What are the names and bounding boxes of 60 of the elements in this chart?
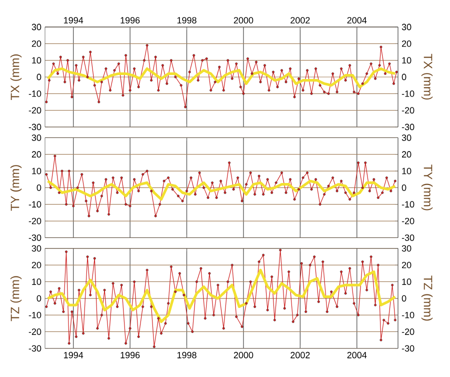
x-tick-label: 1998	[177, 352, 196, 358]
y2-tick-label: -30	[402, 234, 414, 241]
y-tick-label: 0	[36, 74, 42, 80]
y2-axis-title: TX (mm)	[421, 54, 433, 100]
x-tick-label: 1994	[64, 352, 84, 358]
y-tick-label: -10	[28, 90, 42, 97]
y2-tick-label: -20	[402, 328, 414, 335]
y-tick-label: 30	[32, 245, 42, 252]
x2-tick-label: 1994	[64, 17, 84, 24]
y2-tick-label: 10	[402, 278, 412, 285]
y2-tick-label: 30	[402, 24, 412, 30]
x-tick-label: 2004	[347, 352, 367, 358]
y2-tick-label: 10	[402, 168, 412, 174]
y-tick-label: -30	[28, 345, 42, 352]
x2-tick-label: 2002	[290, 17, 310, 24]
x2-tick-label: 1996	[120, 17, 140, 24]
y-tick-label: -30	[28, 124, 42, 130]
x2-tick-label: 1998	[177, 17, 196, 24]
y-tick-label: -20	[28, 107, 42, 114]
y-tick-label: 10	[32, 168, 42, 174]
y-tick-label: -20	[28, 218, 42, 224]
y2-tick-label: 0	[402, 295, 406, 302]
y2-tick-label: 20	[402, 40, 412, 47]
y-tick-label: 20	[32, 40, 42, 47]
x2-tick-label: 2004	[347, 17, 367, 24]
y-tick-label: 20	[32, 262, 42, 268]
y-tick-label: 0	[36, 295, 42, 302]
y2-tick-label: -20	[402, 107, 414, 114]
y-tick-label: -30	[28, 234, 42, 241]
y2-tick-label: 0	[402, 74, 406, 80]
y2-tick-label: -10	[402, 90, 414, 97]
x2-tick-label: 2000	[234, 17, 254, 24]
y-tick-label: 0	[36, 184, 42, 191]
y2-tick-label: -30	[402, 124, 414, 130]
y-axis-title: TY (mm)	[10, 165, 22, 211]
y2-tick-label: -10	[402, 312, 414, 318]
y-tick-label: 10	[32, 57, 42, 64]
y-tick-label: 20	[32, 151, 42, 158]
y2-tick-label: -30	[402, 345, 414, 352]
y2-tick-label: 20	[402, 262, 412, 268]
y-axis-title: TX (mm)	[10, 54, 22, 100]
y2-tick-label: 30	[402, 134, 412, 141]
y-tick-label: 30	[32, 24, 42, 30]
y-tick-label: -20	[28, 328, 42, 335]
y2-tick-label: -10	[402, 201, 414, 208]
y-tick-label: 10	[32, 278, 42, 285]
y2-tick-label: 30	[402, 245, 412, 252]
x-tick-label: 2002	[290, 352, 310, 358]
y-tick-label: -10	[28, 312, 42, 318]
y2-axis-title: TY (mm)	[421, 164, 433, 210]
x-tick-label: 1996	[120, 352, 140, 358]
x-tick-label: 2000	[234, 352, 254, 358]
y-tick-label: 30	[32, 134, 42, 141]
y-axis-title: TZ (mm)	[10, 276, 22, 322]
y2-tick-label: 20	[402, 151, 412, 158]
y-tick-label: -10	[28, 201, 42, 208]
y2-axis-title: TZ (mm)	[421, 276, 433, 321]
y2-tick-label: -20	[402, 218, 414, 224]
y2-tick-label: 0	[402, 184, 406, 191]
y2-tick-label: 10	[402, 57, 412, 64]
